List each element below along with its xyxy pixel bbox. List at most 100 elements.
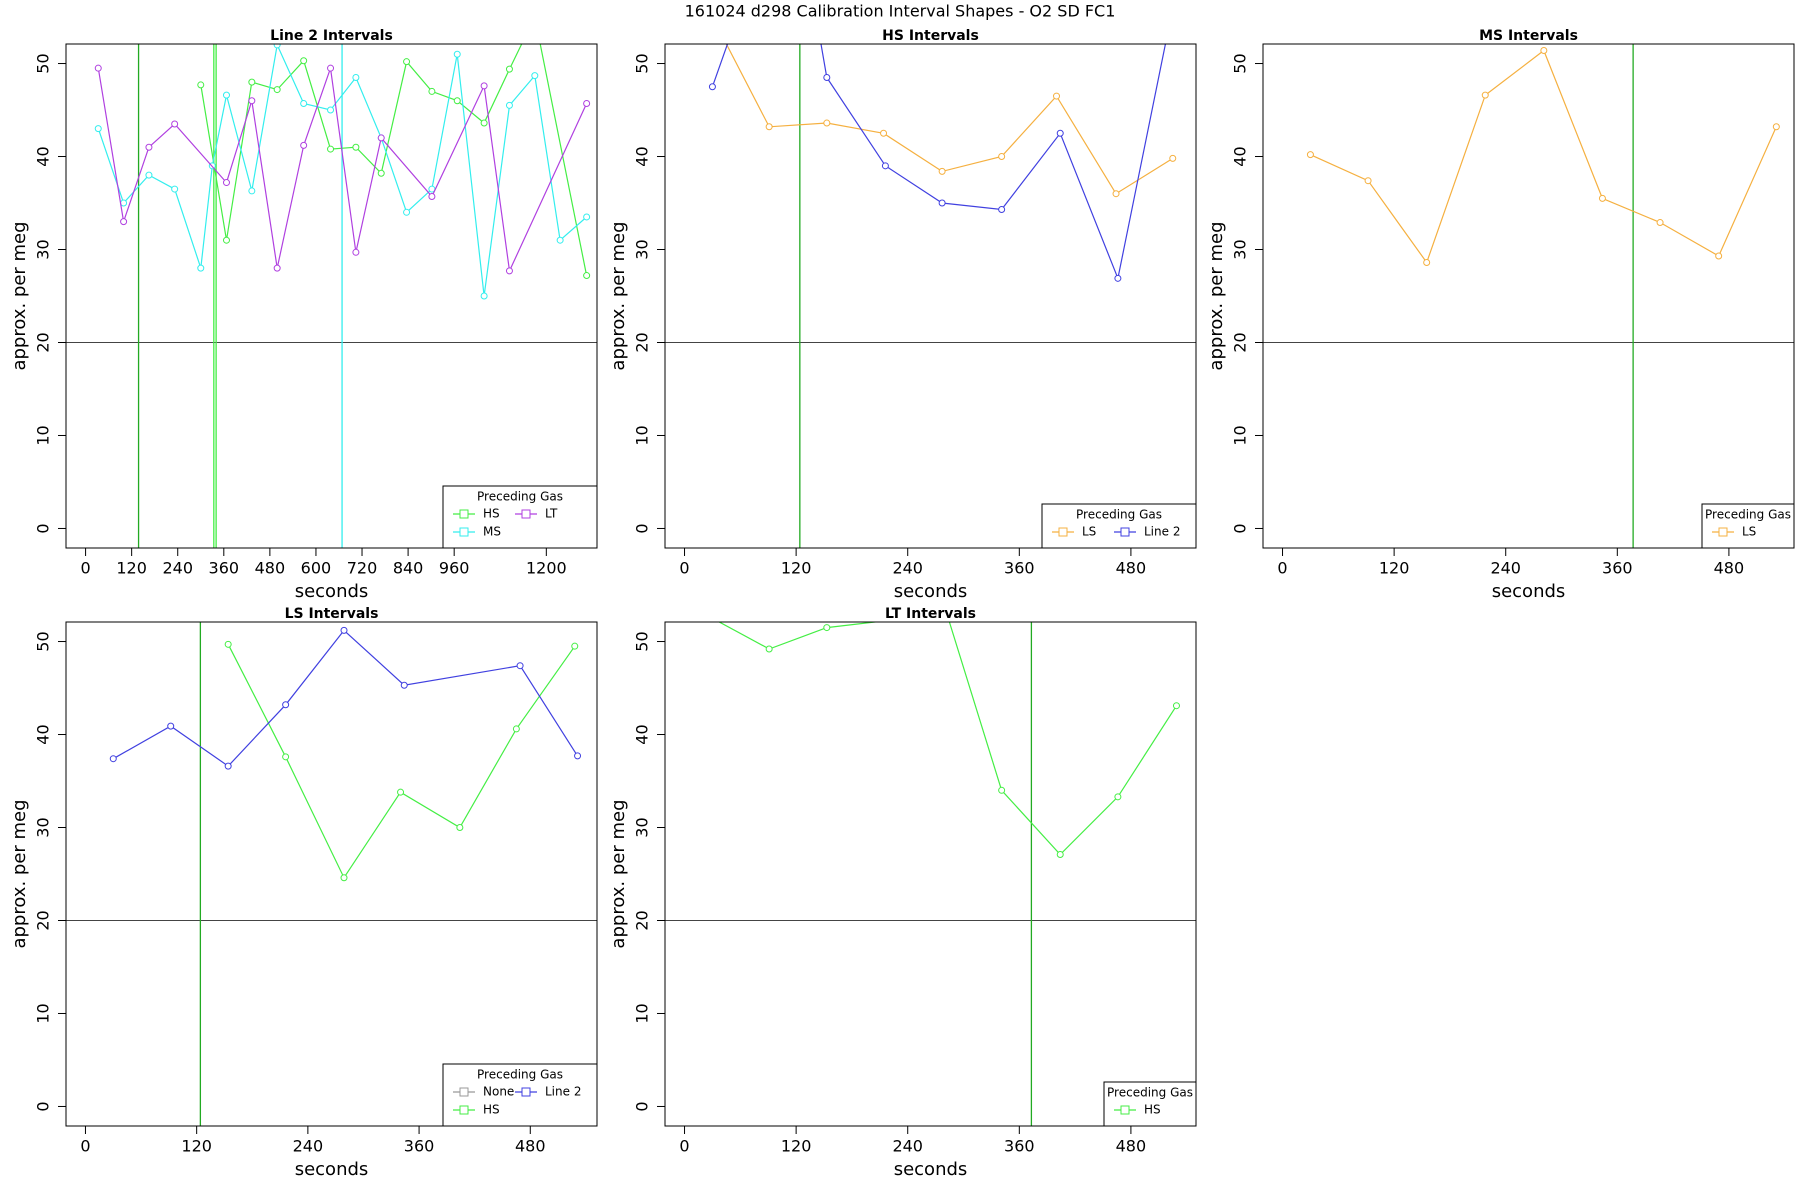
data-point (512, 725, 520, 733)
y-tick-label: 30 (1231, 239, 1250, 259)
legend-swatch (1718, 527, 1728, 537)
data-point (574, 752, 582, 760)
x-tick-label: 360 (1602, 559, 1633, 578)
y-tick-label: 50 (633, 631, 652, 651)
x-axis-label: seconds (894, 581, 968, 602)
data-point (998, 206, 1006, 214)
data-point (403, 58, 411, 66)
legend-title: Preceding Gas (477, 490, 563, 504)
data-point (1423, 259, 1431, 267)
x-tick-label: 720 (347, 559, 378, 578)
data-point (109, 755, 117, 763)
data-point (327, 106, 335, 114)
x-tick-label: 360 (404, 1137, 435, 1156)
data-point (282, 753, 290, 761)
legend-swatch (1058, 527, 1068, 537)
legend-label: LS (1742, 525, 1756, 539)
x-tick-label: 480 (255, 559, 286, 578)
legend-box (1701, 503, 1795, 549)
x-tick-label: 120 (116, 559, 147, 578)
x-tick-label: 120 (781, 1137, 812, 1156)
x-tick-label: 0 (80, 559, 90, 578)
y-tick-label: 30 (34, 239, 53, 259)
data-point (222, 179, 230, 187)
data-point (1114, 793, 1122, 801)
data-point (823, 624, 831, 632)
y-axis-label: approx. per meg (1206, 221, 1227, 370)
data-point (1364, 177, 1372, 185)
data-point (327, 145, 335, 153)
data-point (571, 642, 579, 650)
legend-box (1041, 503, 1197, 549)
legend-box (1103, 1081, 1197, 1127)
legend-swatch (521, 509, 531, 519)
data-point (94, 64, 102, 72)
y-axis-label: approx. per meg (608, 221, 629, 370)
data-point (222, 91, 230, 99)
data-point (1172, 702, 1180, 710)
data-point (167, 722, 175, 730)
panel: Line 2 Intervals 0 120 240 360 480 600 720 840 96… (9, 28, 598, 602)
data-point (340, 626, 348, 634)
data-point (1598, 194, 1606, 202)
data-point (1481, 91, 1489, 99)
y-axis-label: approx. per meg (9, 799, 30, 948)
data-point (248, 78, 256, 86)
data-point (505, 267, 513, 275)
y-tick-label: 30 (633, 817, 652, 837)
legend-label: LS (1082, 525, 1096, 539)
data-point (1169, 154, 1177, 162)
legend-label: HS (483, 507, 500, 521)
data-point (583, 100, 591, 108)
legend-label: None (483, 1085, 514, 1099)
plot-frame (664, 43, 1197, 549)
y-tick-label: 50 (34, 53, 53, 73)
legend-swatch (459, 1105, 469, 1115)
y-tick-label: 10 (34, 1003, 53, 1023)
y-tick-label: 30 (633, 239, 652, 259)
data-point (823, 73, 831, 81)
panel-title: MS Intervals (1479, 28, 1578, 44)
legend-label: HS (483, 1103, 500, 1117)
plot-area (66, 622, 597, 1126)
x-tick-label: 360 (209, 559, 240, 578)
plot-area (665, 622, 1196, 1126)
y-tick-label: 20 (34, 332, 53, 352)
x-tick-label: 360 (1004, 1137, 1035, 1156)
x-tick-label: 0 (679, 559, 689, 578)
legend-box (442, 485, 598, 549)
y-tick-label: 50 (34, 631, 53, 651)
y-tick-label: 40 (633, 724, 652, 744)
plot-frame (65, 621, 598, 1127)
data-point (1540, 47, 1548, 55)
data-point (998, 153, 1006, 161)
x-tick-label: 240 (1490, 559, 1521, 578)
data-point (480, 292, 488, 300)
data-point (224, 762, 232, 770)
y-axis-label: approx. per meg (9, 221, 30, 370)
y-tick-label: 20 (633, 910, 652, 930)
x-tick-label: 240 (162, 559, 193, 578)
y-axis-label: approx. per meg (608, 799, 629, 948)
plot-frame (664, 621, 1197, 1127)
plot-frame (65, 43, 598, 549)
data-point (377, 169, 385, 177)
x-tick-label: 960 (439, 559, 470, 578)
x-tick-label: 600 (301, 559, 332, 578)
data-point (823, 119, 831, 127)
legend-swatch (521, 1087, 531, 1097)
x-tick-label: 480 (1116, 559, 1147, 578)
data-point (531, 72, 539, 80)
data-point (480, 82, 488, 90)
data-point (282, 701, 290, 709)
data-point (938, 167, 946, 175)
data-point (327, 64, 335, 72)
x-tick-label: 0 (80, 1137, 90, 1156)
x-tick-label: 120 (1379, 559, 1410, 578)
x-tick-label: 240 (892, 559, 923, 578)
x-axis-label: seconds (295, 581, 369, 602)
x-tick-label: 120 (781, 559, 812, 578)
x-tick-label: 0 (1277, 559, 1287, 578)
x-tick-label: 1200 (526, 559, 567, 578)
